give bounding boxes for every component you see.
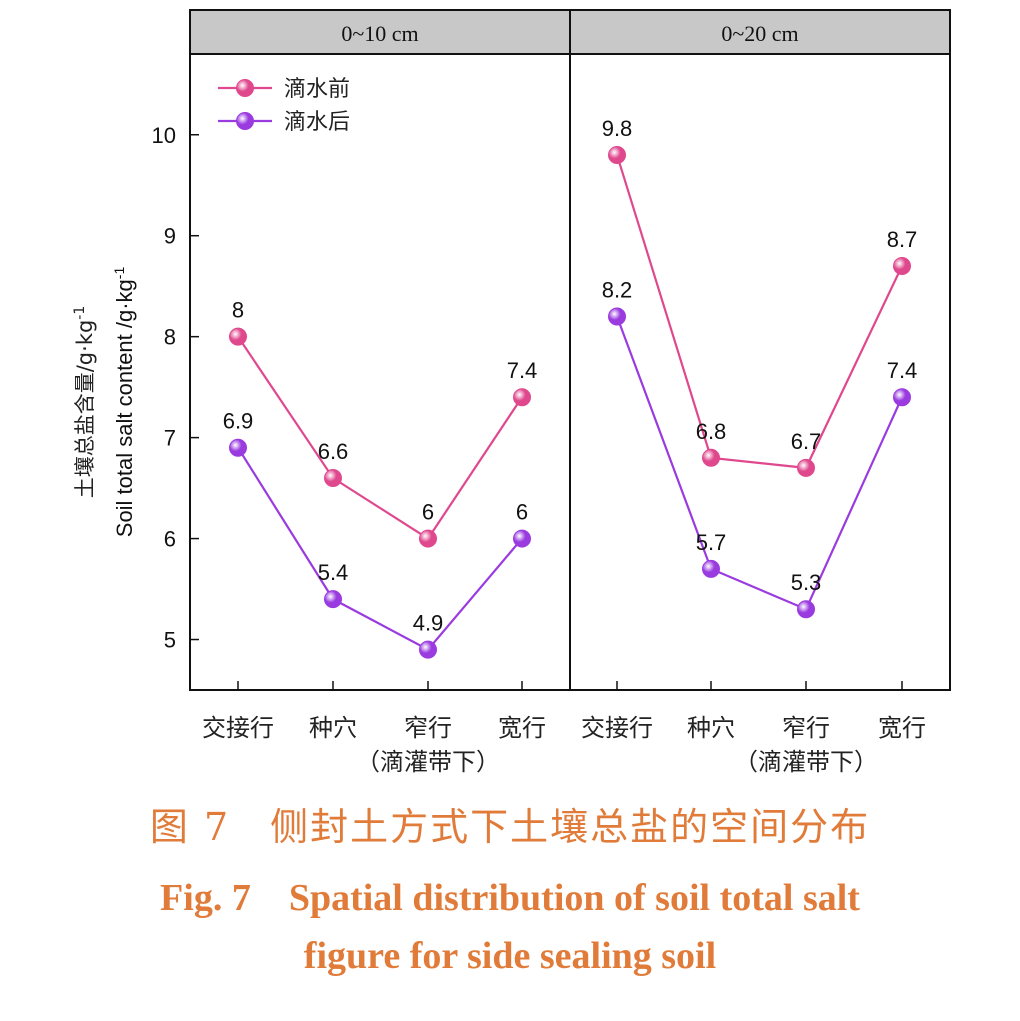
data-point	[324, 590, 342, 609]
data-point	[419, 529, 437, 548]
data-point	[229, 438, 247, 457]
y-axis-label-en-sup: -1	[111, 267, 127, 280]
panel-label-0: 0~10 cm	[341, 21, 418, 46]
y-tick-label: 9	[164, 224, 176, 249]
data-point	[797, 458, 815, 477]
caption-zh: 图 7 侧封土方式下土壤总盐的空间分布	[149, 805, 871, 849]
x-category-label: 种穴	[687, 714, 735, 742]
panel-strip-right	[569, 9, 951, 55]
x-category-subnote: （滴灌带下）	[734, 748, 878, 776]
y-axis-label-en: Soil total salt content /g·kg-1	[111, 267, 137, 538]
chart-root: 0~10 cm 0~20 cm 5 6 7 8 9 10 土壤总盐含量/g·kg-1 Soil t…	[72, 9, 951, 776]
data-label: 7.4	[507, 358, 538, 383]
y-axis-label-zh-sup: -1	[72, 306, 88, 320]
legend-marker-1	[236, 112, 254, 130]
data-label: 4.9	[413, 611, 444, 636]
y-tick-label: 7	[164, 426, 176, 451]
data-point	[324, 469, 342, 487]
legend-marker-0	[236, 79, 254, 97]
data-label: 5.4	[318, 560, 349, 585]
x-category-label: 窄行	[782, 714, 830, 742]
panel-strip-left	[189, 9, 571, 55]
data-point	[513, 529, 531, 548]
legend-label-1: 滴水后	[284, 110, 350, 135]
data-label: 5.7	[696, 530, 727, 555]
data-label: 6.6	[318, 439, 349, 464]
series-line-0	[237, 336, 523, 541]
data-point	[893, 388, 911, 407]
data-label: 6.9	[223, 409, 254, 434]
data-label: 8	[232, 298, 244, 323]
data-point	[702, 448, 720, 467]
data-label: 7.4	[887, 358, 918, 383]
y-tick-label: 5	[164, 628, 176, 653]
data-point	[608, 145, 626, 164]
x-category-label: 交接行	[581, 714, 653, 742]
panel-label-1: 0~20 cm	[721, 21, 798, 46]
data-point	[893, 257, 911, 275]
data-point	[702, 559, 720, 578]
x-category-label: 宽行	[498, 714, 546, 742]
data-label: 6.7	[791, 429, 822, 454]
series-line-0	[615, 154, 903, 470]
data-label: 8.2	[602, 277, 633, 302]
y-axis-label-zh: 土壤总盐含量/g·kg-1	[72, 306, 97, 499]
y-tick-label: 6	[164, 527, 176, 552]
data-point	[797, 600, 815, 619]
y-tick-label: 10	[152, 123, 176, 148]
y-tick-label: 8	[164, 325, 176, 350]
x-category-label: 宽行	[878, 714, 926, 742]
data-label: 6	[516, 500, 528, 525]
data-point	[513, 388, 531, 407]
data-label: 6	[422, 500, 434, 525]
data-label: 9.8	[602, 116, 633, 141]
caption-en-line1: Fig. 7 Spatial distribution of soil tota…	[160, 877, 860, 919]
series-line-1	[237, 447, 523, 652]
series-line-1	[615, 316, 904, 611]
data-label: 6.8	[696, 419, 727, 444]
x-category-label: 窄行	[404, 714, 452, 742]
data-point	[229, 327, 247, 346]
x-category-label: 交接行	[202, 714, 274, 742]
caption-en-line2: figure for side sealing soil	[303, 935, 717, 977]
x-category-label: 种穴	[309, 714, 357, 742]
legend-label-0: 滴水前	[284, 77, 350, 102]
x-category-subnote: （滴灌带下）	[356, 748, 500, 776]
data-point	[419, 640, 437, 659]
data-label: 5.3	[791, 570, 822, 595]
data-label: 8.7	[887, 227, 918, 252]
data-point	[608, 307, 626, 326]
